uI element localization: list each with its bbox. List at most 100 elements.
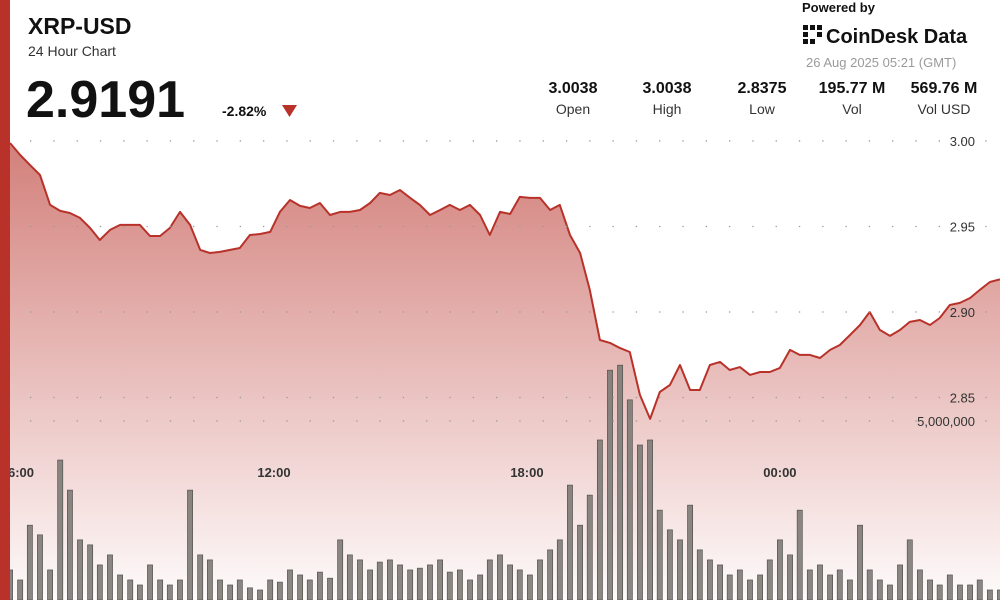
volume-bar: [707, 559, 713, 600]
volume-bar: [437, 559, 443, 600]
accent-bar: [0, 0, 10, 600]
volume-bar: [257, 589, 263, 600]
volume-bar: [287, 569, 293, 600]
volume-bar: [187, 489, 193, 600]
volume-bar: [906, 539, 913, 600]
brand-logo: [803, 25, 822, 44]
volume-bar: [507, 564, 513, 600]
volume-bar: [127, 579, 134, 600]
volume-bar: [147, 564, 153, 600]
volume-bar: [57, 459, 64, 600]
volume-bar: [577, 524, 583, 600]
volume-bar: [687, 504, 694, 600]
volume-bar: [607, 369, 613, 600]
volume-bar: [696, 549, 703, 600]
stat-label: Open: [556, 101, 590, 117]
volume-bar: [766, 559, 773, 600]
volume-bar: [387, 559, 393, 600]
volume-bar: [197, 554, 204, 600]
volume-bar: [416, 567, 423, 600]
stat-label: Vol: [842, 101, 861, 117]
volume-bar: [827, 574, 833, 600]
volume-bar: [876, 579, 883, 600]
volume-bar: [177, 579, 183, 600]
volume-bar: [526, 574, 533, 600]
volume-bar: [976, 579, 983, 600]
volume-bar: [236, 579, 243, 600]
stat-value: 569.76 M: [911, 80, 978, 97]
volume-bar: [586, 494, 593, 600]
down-arrow: [282, 105, 297, 117]
volume-bar: [936, 584, 943, 600]
volume-bar: [556, 539, 563, 600]
volume-bar: [497, 554, 503, 600]
volume-bar: [367, 569, 374, 600]
volume-bar: [227, 584, 234, 600]
volume-bar: [206, 559, 213, 600]
y-tick-label: 2.95: [950, 219, 975, 234]
y2-tick-label: 5,000,000: [917, 414, 975, 429]
stat-label: Low: [749, 101, 776, 117]
volume-bar: [457, 569, 463, 600]
volume-bar: [656, 509, 663, 600]
volume-bar: [26, 524, 33, 600]
volume-bar: [306, 579, 313, 600]
price: 2.9191: [26, 71, 185, 129]
volume-bar: [247, 587, 253, 600]
price-line: [10, 142, 1000, 420]
volume-bar: [927, 579, 933, 600]
volume-bar: [47, 569, 53, 600]
y-tick-label: 3.00: [950, 134, 975, 149]
volume-bar: [866, 569, 873, 600]
subtitle: 24 Hour Chart: [28, 43, 116, 59]
volume-bar: [897, 564, 903, 600]
volume-bar: [346, 554, 353, 600]
volume-bar: [96, 564, 103, 600]
timestamp: 26 Aug 2025 05:21 (GMT): [806, 55, 956, 70]
volume-bar: [617, 364, 624, 600]
symbol: XRP-USD: [28, 13, 132, 39]
stat-value: 3.0038: [549, 80, 598, 97]
y-tick-label: 2.90: [950, 305, 975, 320]
volume-bar: [757, 574, 763, 600]
volume-bar: [67, 489, 73, 600]
volume-bar: [847, 579, 853, 600]
volume-bar: [666, 529, 673, 600]
volume-bar: [946, 574, 953, 600]
volume-bar: [117, 574, 123, 600]
volume-bar: [986, 589, 993, 600]
volume-bar: [267, 579, 274, 600]
volume-bar: [516, 569, 523, 600]
volume-bar: [327, 577, 333, 600]
volume-bar: [317, 571, 323, 600]
volume-bar: [407, 569, 414, 600]
volume-bar: [957, 584, 963, 600]
volume-bar: [427, 564, 433, 600]
volume-bar: [547, 549, 554, 600]
volume-bar: [217, 579, 223, 600]
volume-bar: [486, 559, 493, 600]
volume-bar: [37, 534, 43, 600]
volume-bar: [77, 539, 83, 600]
stat-label: High: [653, 101, 682, 117]
y-tick-label: 2.85: [950, 390, 975, 405]
change: -2.82%: [222, 103, 267, 119]
volume-bar: [677, 539, 683, 600]
volume-bar: [916, 569, 923, 600]
volume-bar: [817, 564, 823, 600]
volume-bar: [747, 579, 753, 600]
volume-bar: [537, 559, 543, 600]
stat-value: 2.8375: [738, 80, 787, 97]
stat-label: Vol USD: [918, 101, 971, 117]
volume-bar: [787, 554, 793, 600]
volume-bar: [967, 584, 973, 600]
volume-bar: [806, 569, 813, 600]
volume-bar: [596, 439, 603, 600]
volume-bar: [477, 574, 484, 600]
powered-by: Powered by: [802, 0, 876, 15]
x-tick-label: 00:00: [763, 465, 796, 480]
volume-bar: [997, 589, 1000, 600]
volume-bar: [887, 584, 893, 600]
volume-bar: [166, 584, 173, 600]
